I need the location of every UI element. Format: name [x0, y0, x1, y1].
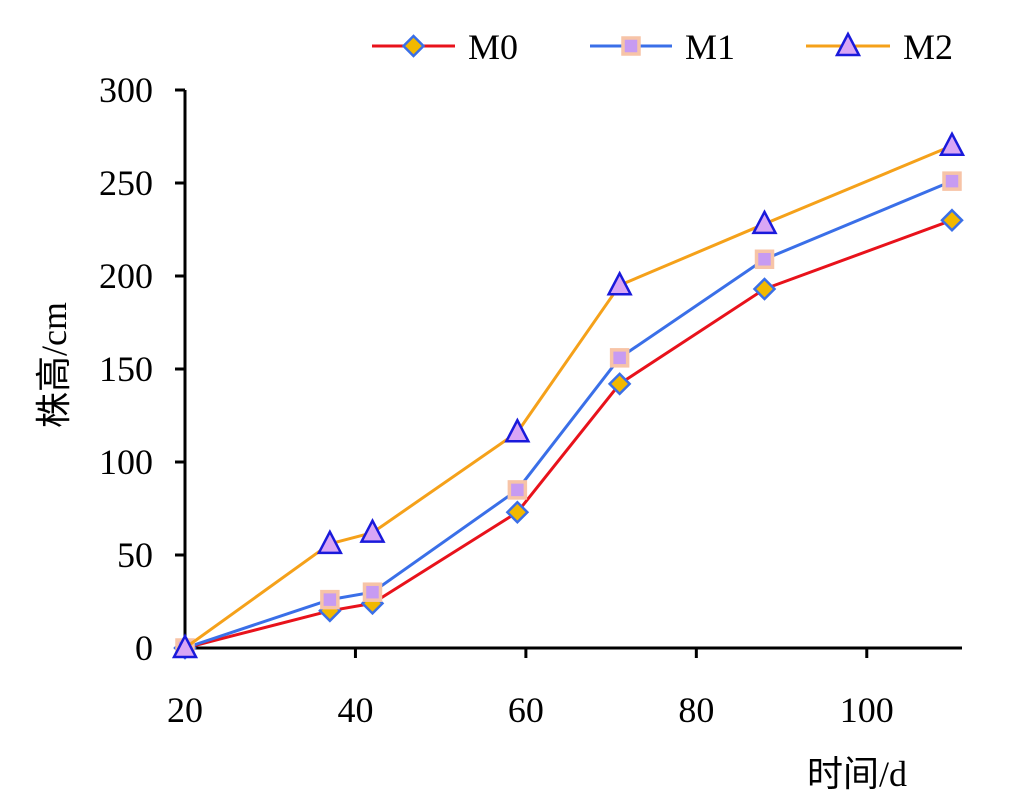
x-tick-label: 80 — [678, 690, 714, 730]
x-tick-label: 60 — [508, 690, 544, 730]
data-point-m2 — [316, 529, 343, 555]
y-axis-title: 株高/cm — [34, 302, 74, 428]
legend-marker-triangle-icon — [834, 31, 862, 57]
series-m1 — [175, 171, 962, 658]
data-point-m0 — [940, 208, 964, 232]
data-point-m1 — [507, 480, 528, 500]
axes: 0 50 100 150 200 250 300 20 40 60 80 100 — [99, 70, 962, 730]
y-tick-label: 200 — [99, 256, 153, 296]
data-point-m0 — [505, 500, 530, 524]
y-tick-label: 250 — [99, 163, 153, 203]
series-line-m0 — [184, 218, 953, 650]
data-point-m0 — [752, 277, 777, 301]
legend-label: M1 — [685, 27, 735, 67]
legend-item-m1: M1 — [590, 27, 735, 67]
data-point-m1 — [609, 348, 630, 368]
data-point-m0 — [607, 372, 632, 396]
series-m0 — [173, 208, 964, 660]
data-point-m1 — [942, 171, 962, 191]
legend-marker-square-icon — [621, 36, 641, 56]
data-point-m1 — [754, 249, 775, 270]
data-point-m2 — [504, 417, 531, 443]
legend-item-m0: M0 — [372, 27, 518, 67]
y-tick-label: 300 — [99, 70, 153, 110]
data-point-m2 — [359, 517, 386, 543]
x-tick-label: 40 — [337, 690, 373, 730]
data-point-m2 — [938, 131, 966, 157]
series-line-m1 — [184, 179, 953, 650]
series-m2 — [171, 131, 966, 659]
legend-marker-diamond-icon — [401, 34, 426, 58]
data-point-m1 — [320, 589, 340, 610]
legend: M0 M1 M2 — [372, 27, 953, 67]
x-tick-label: 20 — [167, 690, 203, 730]
series-group — [171, 131, 966, 660]
data-point-m1 — [362, 582, 383, 602]
legend-label: M2 — [903, 27, 953, 67]
x-tick-label: 100 — [840, 690, 894, 730]
data-point-m2 — [606, 270, 633, 296]
legend-item-m2: M2 — [806, 27, 953, 67]
x-axis-title: 时间/d — [807, 754, 907, 794]
data-point-m2 — [171, 633, 199, 659]
data-point-m2 — [751, 209, 778, 235]
series-line-m2 — [184, 144, 953, 650]
y-tick-label: 150 — [99, 349, 153, 389]
y-tick-label: 50 — [117, 535, 153, 575]
legend-label: M0 — [468, 27, 518, 67]
y-tick-label: 0 — [135, 628, 153, 668]
y-tick-label: 100 — [99, 442, 153, 482]
